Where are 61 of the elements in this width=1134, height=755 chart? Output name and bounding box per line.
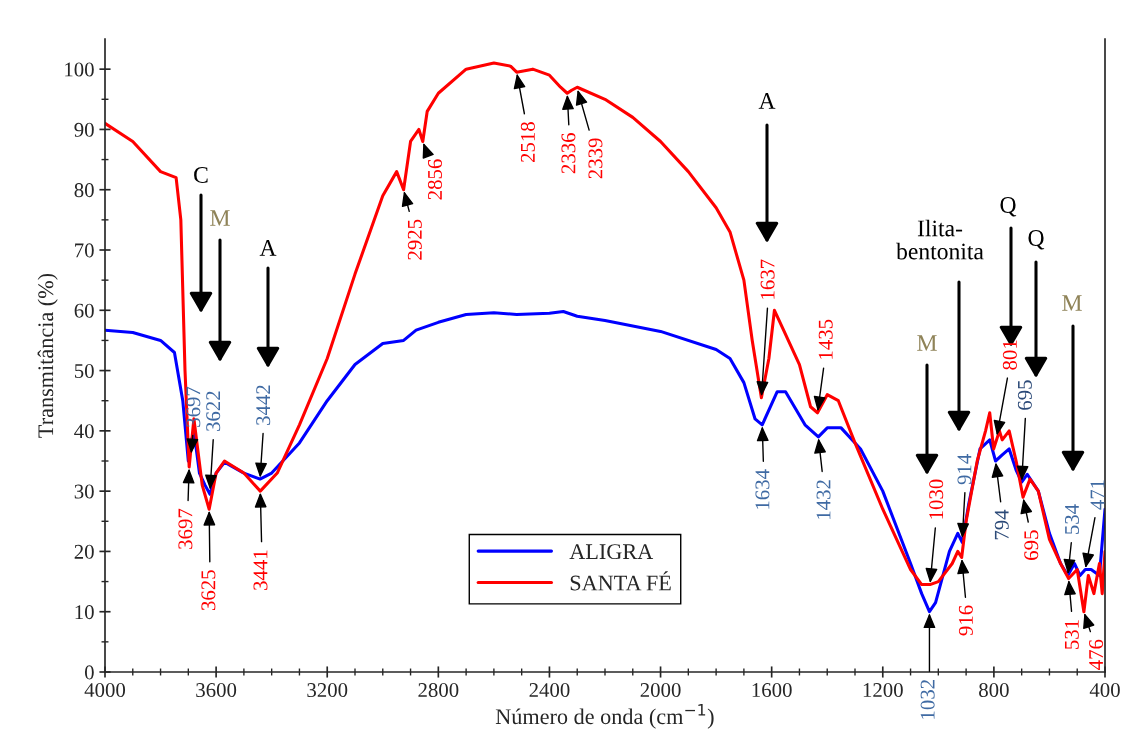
annotation: M: [210, 210, 230, 226]
x-tick-label: 3200: [307, 683, 348, 698]
y-tick-label: 20: [74, 544, 94, 559]
y-tick-label: 90: [74, 122, 94, 137]
x-tick-label: 4000: [84, 683, 126, 698]
annotation: A: [259, 240, 277, 256]
annotation: 916: [958, 605, 973, 636]
annotation: 2518: [520, 122, 535, 163]
annotation: 3625: [201, 570, 216, 611]
x-tick-label: 400: [1089, 683, 1120, 698]
annotation: 801: [1002, 340, 1017, 370]
annotation: C: [194, 167, 208, 183]
annotation: 695: [1024, 530, 1039, 560]
y-tick-label: 80: [74, 183, 94, 198]
annotation: 1637: [760, 259, 775, 299]
x-tick-label: 800: [979, 683, 1009, 698]
x-axis-title: Número de onda (cm$^{−1}$): [495, 704, 714, 729]
annotation: 2339: [588, 138, 603, 179]
annotation: 2336: [561, 133, 576, 174]
annotation: 1030: [929, 479, 944, 519]
x-tick-label: 2000: [640, 683, 681, 698]
y-tick-label: 100: [65, 62, 94, 77]
x-tick-label: 1200: [863, 683, 903, 698]
y-tick-label: 50: [74, 363, 94, 378]
annotation: Q: [1000, 197, 1017, 217]
annotation: A: [758, 93, 776, 109]
x-tick-label: 3600: [196, 683, 237, 698]
annotation: 695: [1017, 380, 1032, 410]
y-tick-label: 70: [75, 243, 94, 258]
annotation: 3442: [256, 385, 271, 425]
annotation: 3697: [178, 508, 193, 549]
annotation: 914: [957, 454, 972, 485]
annotation: M: [1062, 295, 1082, 311]
annotation: 3441: [253, 550, 268, 590]
annotation: Ilita- bentonita: [896, 219, 984, 260]
annotation: 3697: [186, 386, 201, 427]
annotation: 1634: [755, 469, 770, 509]
annotation: 1432: [816, 480, 831, 519]
annotation: 3622: [206, 391, 221, 431]
annotation: 1032: [920, 680, 935, 719]
annotation: 2925: [407, 219, 422, 260]
x-tick-label: 1600: [752, 683, 792, 698]
x-tick-label: 2400: [529, 683, 570, 698]
y-tick-label: 40: [74, 424, 94, 439]
y-tick-label: 60: [74, 303, 94, 318]
annotation: 1435: [818, 319, 833, 359]
annotation: M: [917, 335, 937, 351]
y-axis-title: Transmitância (%): [37, 273, 58, 438]
annotation: 534: [1064, 504, 1079, 534]
annotation: 531: [1064, 620, 1079, 649]
y-tick-label: 30: [74, 484, 94, 499]
annotation: Q: [1028, 230, 1045, 250]
annotation: 794: [994, 509, 1009, 540]
y-tick-label: 10: [75, 605, 94, 620]
annotation: 471: [1090, 480, 1105, 510]
annotation: 2856: [427, 159, 442, 200]
annotation: 476: [1089, 639, 1104, 670]
y-tick-label: 0: [84, 665, 94, 680]
x-tick-label: 2800: [418, 683, 459, 698]
legend-label: ALIGRA: [569, 544, 654, 560]
legend-label: SANTA FÉ: [570, 571, 671, 591]
